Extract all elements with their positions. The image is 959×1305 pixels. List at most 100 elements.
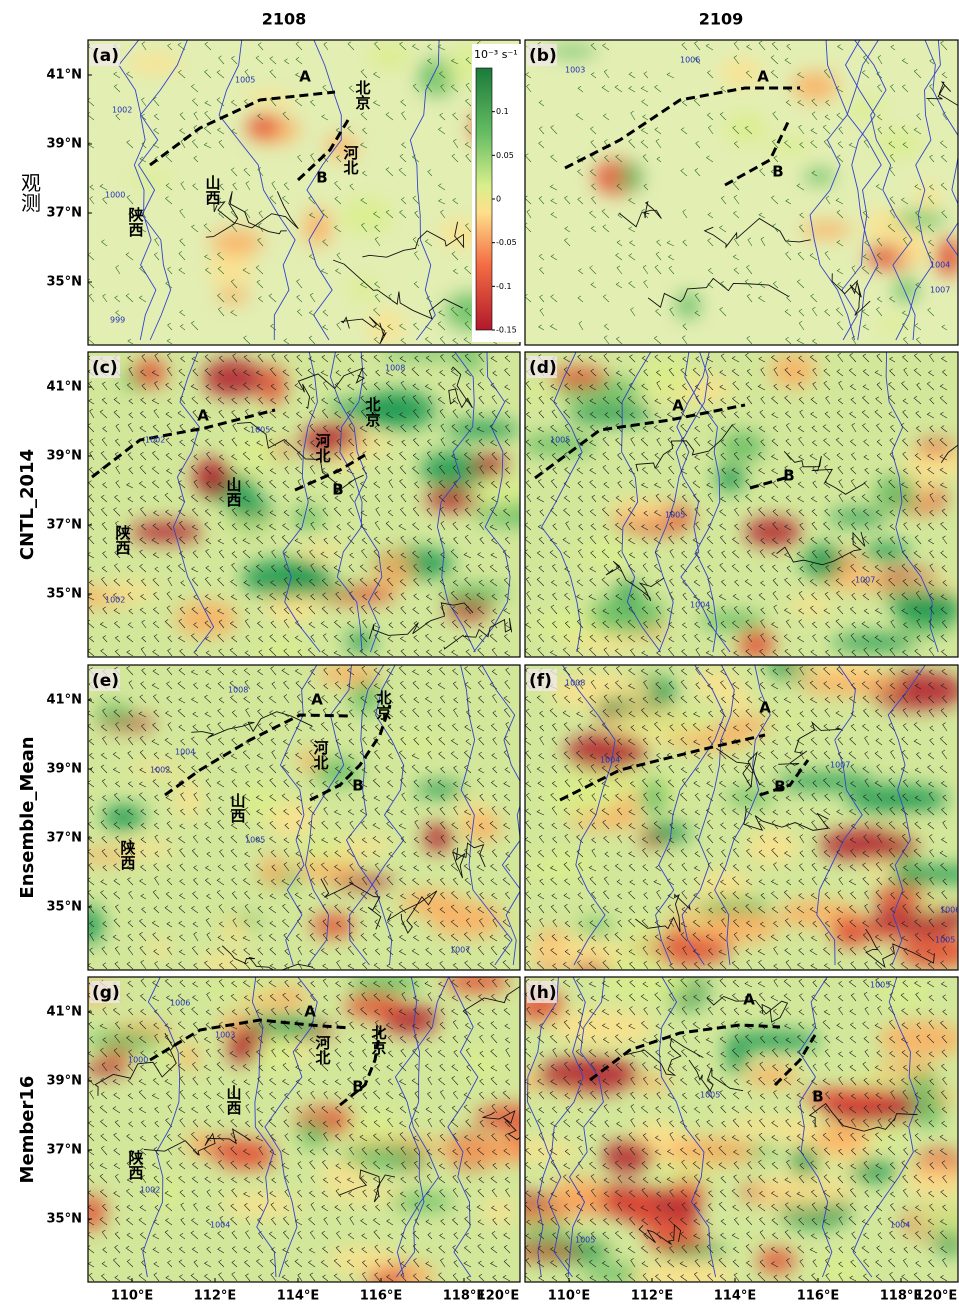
shade-blob (202, 359, 263, 397)
colorbar (475, 67, 493, 331)
shade-blob (819, 828, 920, 861)
isobar (95, 665, 318, 966)
trough-line (749, 476, 786, 490)
border (624, 1037, 704, 1076)
shade-blob (778, 712, 803, 730)
shade-blob (312, 757, 363, 787)
isobar (123, 665, 393, 966)
shade-blob (862, 542, 911, 561)
border (340, 316, 387, 344)
shade-blob (675, 291, 701, 320)
border (191, 711, 313, 738)
panel-label: (h) (529, 983, 557, 1003)
lon-tick-label: 114°E (714, 1289, 757, 1304)
panel-label: (e) (92, 671, 119, 691)
lon-tick-label: 112°E (631, 1289, 674, 1304)
shade-blob (379, 352, 468, 360)
shade-blob (525, 1209, 571, 1223)
lon-tick-label: 116°E (360, 1289, 403, 1304)
isobar-label: 1004 (930, 261, 950, 270)
lat-tick-label: 39°N (47, 137, 82, 152)
isobar (844, 40, 936, 341)
isobar-label: 1005 (550, 436, 570, 445)
isobar-label: 1004 (600, 756, 620, 765)
isobar-label: 1004 (890, 1221, 910, 1230)
annotation: A (197, 407, 209, 425)
shade-blob (299, 749, 320, 772)
shading (88, 665, 505, 970)
isobar (261, 977, 318, 1278)
panel-label-bg (90, 669, 120, 691)
isobar (809, 40, 879, 341)
shade-blob (457, 352, 483, 373)
isobar (557, 977, 605, 1278)
isobar (394, 977, 468, 1278)
shade-blob (217, 287, 249, 304)
isobar (328, 40, 440, 341)
isobar (654, 352, 910, 653)
trough-line (564, 86, 800, 170)
shade-blob (542, 851, 597, 877)
shade-blob (738, 629, 775, 657)
shade-blob (898, 578, 957, 592)
shade-blob (602, 977, 696, 1000)
colorbar-unit: 10⁻³ s⁻¹ (474, 48, 518, 61)
border (320, 878, 382, 930)
isobar-label: 1006 (940, 906, 959, 915)
shade-blob (260, 854, 287, 887)
isobar (291, 352, 476, 653)
shade-blob (648, 822, 691, 843)
shade-blob (619, 162, 643, 192)
border (443, 618, 513, 650)
shade-blob (525, 385, 560, 399)
shade-blob (846, 97, 886, 119)
shading (525, 353, 958, 657)
isobar-label: 1005 (245, 836, 265, 845)
isobar (336, 352, 499, 653)
shade-blob (337, 448, 360, 473)
shade-blob (567, 404, 654, 424)
shade-blob (178, 1044, 199, 1069)
isobar-label: 1005 (870, 981, 890, 990)
isobar (541, 352, 908, 653)
column-title: 2109 (699, 10, 744, 29)
shade-blob (102, 582, 159, 601)
trough-line (773, 1034, 817, 1087)
shade-blob (157, 1043, 179, 1068)
annotation: 河北 (314, 1034, 332, 1065)
isobar-label: 1002 (112, 106, 132, 115)
isobar (186, 665, 520, 966)
shade-blob (595, 698, 632, 714)
isobar (251, 977, 432, 1278)
annotation: B (812, 1088, 823, 1106)
shade-blob (902, 448, 958, 479)
annotation: 山西 (204, 175, 222, 206)
colorbar-tick-label: 0.1 (496, 107, 509, 116)
shade-blob (548, 367, 608, 388)
isobar-label: 1006 (170, 999, 190, 1008)
annotation: B (352, 1078, 363, 1096)
shade-blob (546, 45, 598, 58)
shading (525, 665, 958, 970)
isobar-label: 1002 (145, 436, 165, 445)
trough-line (294, 453, 366, 492)
trough-line (534, 403, 746, 480)
shade-blob (608, 499, 673, 523)
shade-blob (667, 1179, 708, 1203)
shading (525, 977, 958, 1282)
annotation: B (783, 467, 794, 485)
border (808, 1102, 918, 1132)
border (706, 995, 789, 1023)
shade-blob (386, 736, 443, 750)
border (236, 421, 364, 495)
shade-blob (916, 894, 942, 913)
shade-blob (265, 802, 317, 837)
shade-blob (254, 1033, 297, 1072)
shade-blob (148, 939, 170, 957)
annotation: 河北 (312, 739, 330, 770)
shade-blob (210, 229, 263, 256)
isobar (681, 665, 813, 966)
shade-blob (659, 1245, 728, 1259)
map-panel: 1005 1005 1005 1004 A B (h) (525, 977, 958, 1282)
shade-blob (346, 631, 376, 652)
